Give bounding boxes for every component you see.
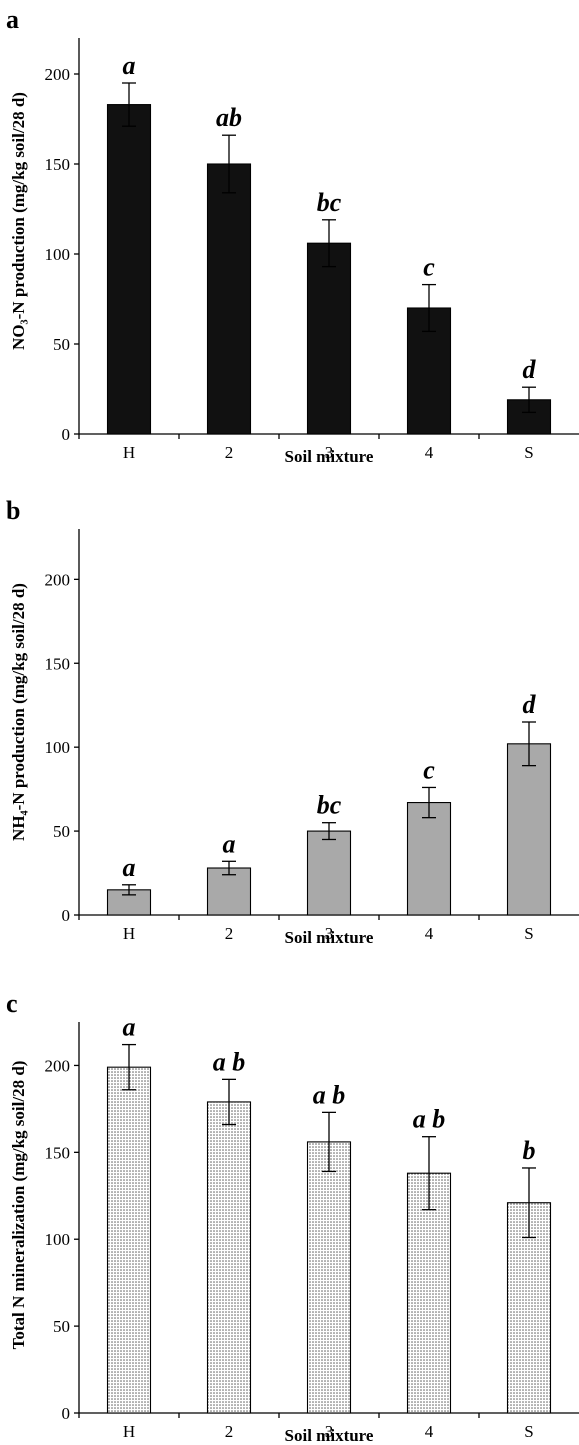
x-tick-label: 3 (325, 443, 334, 462)
significance-label: bc (317, 791, 342, 820)
significance-label: a b (213, 1047, 246, 1076)
x-tick-label: 2 (225, 443, 234, 462)
y-tick-label: 200 (45, 65, 71, 84)
significance-label: b (523, 1136, 536, 1165)
significance-label: bc (317, 188, 342, 217)
panel-a-letter: a (6, 5, 19, 34)
x-tick-label: 3 (325, 1422, 334, 1441)
bar (406, 802, 452, 916)
y-tick-label: 0 (62, 425, 71, 444)
panel-c-plot: 0 50 100 150 200 a Ha b 2 a b 3 a b 4 b S (45, 1013, 579, 1441)
bar (406, 1172, 452, 1414)
bar (106, 104, 152, 435)
y-tick-label: 150 (45, 155, 71, 174)
y-tick-label: 50 (53, 822, 70, 841)
y-tick-label: 100 (45, 245, 71, 264)
bar (106, 1066, 152, 1414)
y-tick-label: 150 (45, 1143, 71, 1162)
significance-label: a (123, 51, 136, 80)
x-tick-label: S (524, 924, 533, 943)
y-tick-label: 100 (45, 738, 71, 757)
panel-c-x-axis-label: Soil mixture (285, 1426, 374, 1445)
x-tick-label: H (123, 924, 135, 943)
bar (306, 1141, 352, 1414)
significance-label: c (423, 755, 435, 784)
bar (206, 867, 252, 916)
significance-label: d (523, 355, 537, 384)
y-tick-label: 100 (45, 1230, 71, 1249)
x-tick-label: S (524, 1422, 533, 1441)
x-tick-label: 4 (425, 1422, 434, 1441)
y-tick-label: 50 (53, 335, 70, 354)
significance-label: c (423, 253, 435, 282)
panel-c-y-axis-label: Total N mineralization (mg/kg soil/28 d) (9, 1061, 28, 1350)
significance-label: d (523, 690, 537, 719)
significance-label: a b (413, 1105, 446, 1134)
panel-b-plot: 0 50 100 150 200 a Ha 2 bc 3 c 4 d S (45, 529, 579, 943)
x-tick-label: 2 (225, 1422, 234, 1441)
panel-a-x-axis-label: Soil mixture (285, 447, 374, 466)
x-tick-label: 3 (325, 924, 334, 943)
panel-b-x-axis-label: Soil mixture (285, 928, 374, 947)
panel-b-y-axis-label: NH₄-N production (mg/kg soil/28 d) (9, 583, 28, 841)
y-tick-label: 150 (45, 654, 71, 673)
x-tick-label: H (123, 1422, 135, 1441)
x-tick-label: H (123, 443, 135, 462)
y-tick-label: 200 (45, 570, 71, 589)
panel-c: c 0 50 100 150 200 a Ha b 2 a b 3 a b 4 b S Soil mixt… (6, 989, 579, 1445)
panel-c-letter: c (6, 989, 18, 1018)
bar (206, 163, 252, 435)
x-tick-label: 2 (225, 924, 234, 943)
bar (306, 830, 352, 916)
panel-a-plot: 0 50 100 150 200 a Hab 2 bc 3 c 4 d S (45, 38, 579, 462)
bar (506, 743, 552, 916)
panel-b: b 0 50 100 150 200 a Ha 2 bc 3 c 4 d S Soil mixture N… (6, 496, 579, 947)
x-tick-label: 4 (425, 924, 434, 943)
bar (206, 1101, 252, 1414)
panel-b-letter: b (6, 496, 20, 525)
x-tick-label: S (524, 443, 533, 462)
y-tick-label: 0 (62, 906, 71, 925)
x-tick-label: 4 (425, 443, 434, 462)
y-tick-label: 200 (45, 1056, 71, 1075)
significance-label: a b (313, 1080, 346, 1109)
panel-a-y-axis-label: NO₃-N production (mg/kg soil/28 d) (9, 92, 28, 350)
y-tick-label: 0 (62, 1404, 71, 1423)
y-tick-label: 50 (53, 1317, 70, 1336)
significance-label: a (223, 829, 236, 858)
significance-label: a (123, 853, 136, 882)
significance-label: a (123, 1013, 136, 1042)
significance-label: ab (216, 103, 242, 132)
bar (306, 242, 352, 435)
